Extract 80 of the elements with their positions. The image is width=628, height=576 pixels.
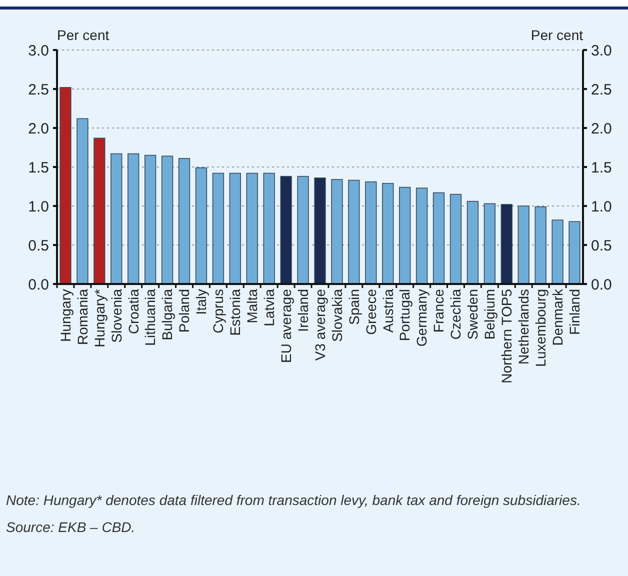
x-tick-label: Austria (380, 288, 396, 333)
bar (416, 188, 428, 284)
y2-axis-title: Per cent (530, 27, 584, 43)
x-tick-label: Denmark (549, 288, 566, 346)
bar (212, 172, 224, 284)
x-tick-label: Slovenia (108, 288, 124, 343)
x-tick-label: Lithuania (142, 288, 158, 346)
bar (280, 176, 292, 284)
y2-tick-label: 2.0 (591, 120, 612, 138)
x-tick-label: Latvia (260, 288, 277, 326)
text: Note: Hungary* denotes data filtered from transaction levy, bank tax and foreign subsidiaries. (6, 492, 581, 508)
x-tick-label: Ireland (294, 289, 311, 332)
y-tick-label: 0.0 (28, 276, 49, 294)
bar (60, 87, 72, 284)
bar (161, 156, 174, 284)
bar (297, 176, 309, 284)
y-tick-label: 1.5 (28, 159, 49, 176)
x-tick-label: Hungary* (91, 288, 108, 348)
x-tick-label: Cyprus (210, 289, 226, 334)
x-tick-label: Portugal (396, 289, 413, 342)
bar (110, 153, 122, 284)
bar (144, 154, 156, 284)
y2-tick-label: 1.5 (591, 159, 612, 176)
y2-tick-label: 3.0 (591, 42, 612, 60)
x-tick-label: Greece (362, 288, 379, 335)
x-tick-label: Belgium (482, 289, 498, 340)
y2-tick-label: 1.0 (591, 198, 612, 216)
y2-tick-label: 0.0 (591, 276, 612, 294)
x-tick-label: Italy (193, 289, 210, 315)
y-tick-label: 2.0 (28, 120, 49, 138)
y-tick-label: 0.5 (28, 237, 49, 254)
bar (263, 172, 275, 284)
bar (552, 220, 564, 284)
x-tick-label: Finland (566, 289, 582, 335)
bar (195, 167, 208, 284)
x-tick-label: Luxembourg (532, 289, 548, 367)
bar (568, 221, 580, 284)
x-tick-label: Romania (74, 288, 90, 346)
bar (466, 200, 479, 284)
x-tick-label: V3 average (312, 288, 328, 361)
bar (432, 192, 445, 284)
x-tick-label: Spain (346, 289, 362, 325)
x-tick-label: Netherlands (516, 289, 532, 364)
x-tick-label: EU average (278, 288, 294, 363)
x-tick-label: Croatia (125, 288, 142, 334)
y-tick-label: 3.0 (28, 42, 49, 60)
y-axis-title: Per cent (57, 27, 110, 43)
bar (450, 194, 462, 284)
x-tick-label: Estonia (227, 288, 244, 336)
source-note: Source: EKB – CBD. (6, 519, 136, 535)
bar (246, 172, 258, 284)
bar (178, 158, 190, 284)
bar (518, 206, 530, 284)
bar (348, 180, 360, 284)
x-tick-label: Hungary (57, 289, 74, 342)
x-tick-label: Bulgaria (159, 288, 176, 340)
bar (365, 181, 377, 284)
bar (76, 118, 88, 284)
bar (94, 138, 106, 284)
bar (500, 204, 512, 284)
bar (128, 153, 140, 284)
bar (534, 206, 546, 284)
bar (229, 172, 241, 284)
x-tick-label: Germany (414, 289, 430, 347)
bar (382, 182, 394, 284)
x-tick-label: Northern TOP5 (498, 288, 515, 384)
bar (399, 186, 411, 284)
x-tick-label: Slovakia (328, 288, 345, 342)
y2-tick-label: 2.5 (591, 81, 612, 98)
x-tick-label: Sweden (464, 289, 481, 340)
x-tick-label: France (430, 288, 447, 333)
bar (314, 178, 326, 284)
y-tick-label: 1.0 (28, 198, 49, 216)
y-tick-label: 2.5 (28, 81, 49, 98)
bar (331, 179, 343, 284)
x-tick-label: Czechia (448, 288, 464, 340)
x-tick-label: Malta (244, 288, 260, 324)
x-tick-label: Poland (176, 289, 192, 333)
bar (484, 203, 496, 284)
y2-tick-label: 0.5 (591, 237, 612, 254)
